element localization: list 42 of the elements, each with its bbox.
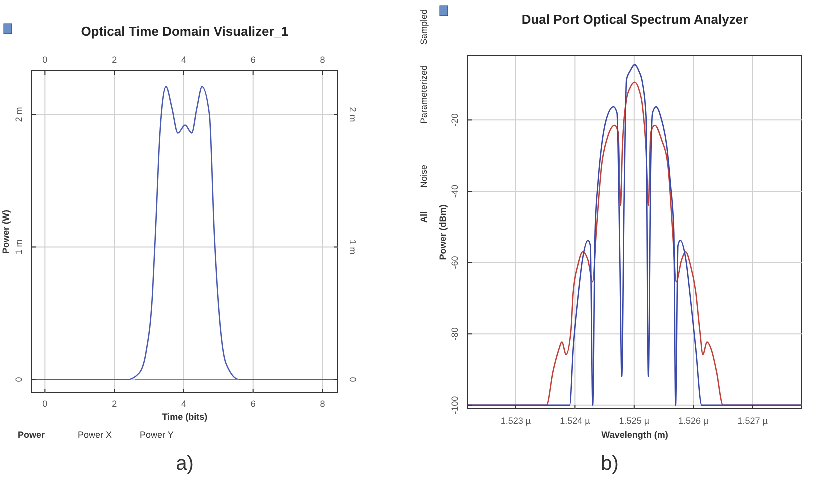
x-tick-label: 0 [42, 399, 48, 409]
x-tick-label: 1.524 µ [560, 416, 590, 426]
text: Power X [78, 430, 112, 440]
y-tick-label: -100 [450, 396, 460, 414]
x2-tick-label: 4 [181, 55, 186, 65]
chart-title: Optical Time Domain Visualizer_1 [81, 24, 289, 39]
x-tick-label: 1.523 µ [500, 416, 532, 426]
y-tick-label: -60 [450, 256, 460, 270]
y-axis-title: Power (dBm) [438, 204, 448, 260]
x-tick-label: 2 [112, 399, 118, 409]
x-tick-label: 1.525 µ [619, 416, 650, 426]
text: All [419, 211, 429, 223]
x2-tick-label: 8 [320, 55, 326, 65]
x-tick-label: 8 [320, 399, 326, 409]
text: a) [176, 453, 194, 475]
y-tick-label: -80 [450, 328, 460, 341]
x-tick-label: 1.527 µ [738, 416, 768, 426]
text: Parameterized [419, 65, 429, 124]
y-tick-label: 1 m [14, 240, 24, 255]
text: b) [601, 453, 619, 475]
y2-tick-label: 0 [348, 377, 358, 382]
text: Power [18, 430, 46, 440]
x2-tick-label: 6 [250, 55, 256, 65]
y2-tick-label: 2 m [348, 107, 358, 122]
line-series [31, 86, 339, 380]
y2-tick-label: 1 m [348, 240, 358, 255]
x-tick-label: 4 [181, 399, 186, 409]
y-tick-label: 2 m [14, 107, 24, 122]
text: Power Y [140, 430, 174, 440]
y-tick-label: 0 [14, 377, 24, 382]
y-tick-label: -40 [450, 184, 460, 198]
text: Sampled [419, 9, 429, 45]
x-tick-label: 1.526 µ [678, 416, 709, 426]
y-tick-label: -20 [450, 114, 460, 127]
x-tick-label: 6 [250, 399, 256, 409]
chart-title: Dual Port Optical Spectrum Analyzer [522, 12, 748, 27]
text: Noise [419, 164, 429, 188]
x-axis-title: Time (bits) [162, 412, 208, 422]
x2-tick-label: 2 [112, 55, 118, 65]
x-axis-title: Wavelength (m) [602, 430, 668, 440]
x2-tick-label: 0 [42, 55, 48, 65]
y-axis-title: Power (W) [1, 210, 11, 254]
